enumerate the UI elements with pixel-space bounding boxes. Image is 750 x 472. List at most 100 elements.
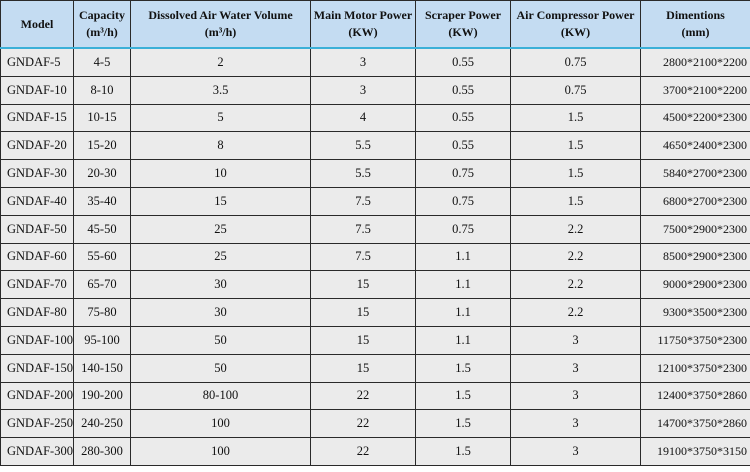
cell-air-compressor-power: 3 (510, 325, 641, 355)
cell-model: GNDAF-100 (0, 325, 74, 355)
table-row: GNDAF-60 55-60 25 7.5 1.1 2.2 8500*2900*2300 (0, 242, 750, 272)
cell-capacity: 45-50 (73, 214, 131, 244)
cell-dissolved-air-water-volume: 8 (130, 131, 311, 161)
cell-dimensions: 8500*2900*2300 (640, 242, 750, 272)
cell-main-motor-power: 15 (310, 270, 416, 300)
table-row: GNDAF-50 45-50 25 7.5 0.75 2.2 7500*2900*2300 (0, 214, 750, 244)
cell-main-motor-power: 5.5 (310, 131, 416, 161)
cell-dissolved-air-water-volume: 3.5 (130, 75, 311, 105)
cell-model: GNDAF-20 (0, 131, 74, 161)
header-unit: (mm) (681, 25, 710, 39)
cell-scraper-power: 1.5 (415, 353, 511, 383)
cell-air-compressor-power: 1.5 (510, 186, 641, 216)
cell-dimensions: 5840*2700*2300 (640, 159, 750, 188)
cell-air-compressor-power: 1.5 (510, 103, 641, 133)
cell-model: GNDAF-15 (0, 103, 74, 133)
cell-main-motor-power: 5.5 (310, 159, 416, 188)
cell-scraper-power: 1.5 (415, 437, 511, 466)
table-row: GNDAF-250 240-250 100 22 1.5 3 14700*3750*2860 (0, 409, 750, 439)
header-label: Model (20, 16, 54, 31)
cell-dimensions: 7500*2900*2300 (640, 214, 750, 244)
cell-air-compressor-power: 3 (510, 353, 641, 383)
cell-capacity: 140-150 (73, 353, 131, 383)
cell-scraper-power: 1.1 (415, 325, 511, 355)
cell-dissolved-air-water-volume: 5 (130, 103, 311, 133)
table-row: GNDAF-10 8-10 3.5 3 0.55 0.75 3700*2100*2200 (0, 75, 750, 105)
table-row: GNDAF-200 190-200 80-100 22 1.5 3 12400*3750*2… (0, 381, 750, 411)
table-row: GNDAF-150 140-150 50 15 1.5 3 12100*3750*2300 (0, 353, 750, 383)
cell-dimensions: 9300*3500*2300 (640, 298, 750, 327)
cell-scraper-power: 0.75 (415, 214, 511, 244)
cell-capacity: 10-15 (73, 103, 131, 133)
cell-capacity: 95-100 (73, 325, 131, 355)
cell-model: GNDAF-10 (0, 75, 74, 105)
cell-capacity: 190-200 (73, 381, 131, 411)
header-unit: (KW) (560, 25, 591, 39)
cell-capacity: 55-60 (73, 242, 131, 272)
cell-main-motor-power: 22 (310, 381, 416, 411)
cell-air-compressor-power: 2.2 (510, 270, 641, 300)
cell-air-compressor-power: 2.2 (510, 214, 641, 244)
cell-dissolved-air-water-volume: 80-100 (130, 381, 311, 411)
cell-main-motor-power: 7.5 (310, 214, 416, 244)
cell-dissolved-air-water-volume: 10 (130, 159, 311, 188)
cell-dimensions: 19100*3750*3150 (640, 437, 750, 466)
cell-dimensions: 11750*3750*2300 (640, 325, 750, 355)
table-row: GNDAF-30 20-30 10 5.5 0.75 1.5 5840*2700*2300 (0, 159, 750, 188)
header-label: Main Motor Power (313, 8, 413, 22)
cell-capacity: 15-20 (73, 131, 131, 161)
cell-air-compressor-power: 0.75 (510, 75, 641, 105)
cell-scraper-power: 1.5 (415, 381, 511, 411)
cell-main-motor-power: 7.5 (310, 242, 416, 272)
cell-dissolved-air-water-volume: 25 (130, 214, 311, 244)
cell-scraper-power: 0.55 (415, 75, 511, 105)
cell-dimensions: 2800*2100*2200 (640, 47, 750, 77)
table-row: GNDAF-80 75-80 30 15 1.1 2.2 9300*3500*2300 (0, 298, 750, 327)
cell-capacity: 240-250 (73, 409, 131, 439)
cell-dissolved-air-water-volume: 2 (130, 47, 311, 77)
cell-dimensions: 9000*2900*2300 (640, 270, 750, 300)
cell-scraper-power: 0.55 (415, 47, 511, 77)
cell-capacity: 8-10 (73, 75, 131, 105)
cell-dimensions: 4650*2400*2300 (640, 131, 750, 161)
cell-dissolved-air-water-volume: 30 (130, 298, 311, 327)
table-row: GNDAF-20 15-20 8 5.5 0.55 1.5 4650*2400*2300 (0, 131, 750, 161)
cell-main-motor-power: 15 (310, 298, 416, 327)
header-unit: (KW) (348, 25, 378, 39)
table-row: GNDAF-15 10-15 5 4 0.55 1.5 4500*2200*2300 (0, 103, 750, 133)
table-row: GNDAF-70 65-70 30 15 1.1 2.2 9000*2900*2300 (0, 270, 750, 300)
cell-dimensions: 12100*3750*2300 (640, 353, 750, 383)
cell-dimensions: 14700*3750*2860 (640, 409, 750, 439)
header-label: Capacity (79, 8, 125, 22)
cell-dissolved-air-water-volume: 50 (130, 325, 311, 355)
header-label: Air Compressor Power (516, 8, 635, 22)
cell-dimensions: 3700*2100*2200 (640, 75, 750, 105)
cell-scraper-power: 1.1 (415, 270, 511, 300)
cell-capacity: 20-30 (73, 159, 131, 188)
cell-main-motor-power: 7.5 (310, 186, 416, 216)
header-label: Dissolved Air Water Volume (148, 8, 293, 22)
cell-dissolved-air-water-volume: 100 (130, 409, 311, 439)
cell-main-motor-power: 3 (310, 75, 416, 105)
table-row: GNDAF-100 95-100 50 15 1.1 3 11750*3750*2300 (0, 325, 750, 355)
header-row: Model Capacity (m³/h) Dissolved Air Water V… (0, 0, 750, 49)
header-unit: (KW) (448, 25, 478, 39)
cell-scraper-power: 0.75 (415, 159, 511, 188)
cell-model: GNDAF-150 (0, 353, 74, 383)
cell-air-compressor-power: 0.75 (510, 47, 641, 77)
cell-capacity: 4-5 (73, 47, 131, 77)
header-unit: (m³/h) (204, 25, 237, 39)
cell-model: GNDAF-60 (0, 242, 74, 272)
cell-main-motor-power: 15 (310, 325, 416, 355)
cell-model: GNDAF-80 (0, 298, 74, 327)
cell-dimensions: 6800*2700*2300 (640, 186, 750, 216)
cell-capacity: 65-70 (73, 270, 131, 300)
cell-model: GNDAF-70 (0, 270, 74, 300)
header-label: Scraper Power (424, 8, 502, 22)
cell-air-compressor-power: 2.2 (510, 298, 641, 327)
cell-model: GNDAF-5 (0, 47, 74, 77)
cell-air-compressor-power: 3 (510, 381, 641, 411)
cell-main-motor-power: 3 (310, 47, 416, 77)
cell-dimensions: 12400*3750*2860 (640, 381, 750, 411)
